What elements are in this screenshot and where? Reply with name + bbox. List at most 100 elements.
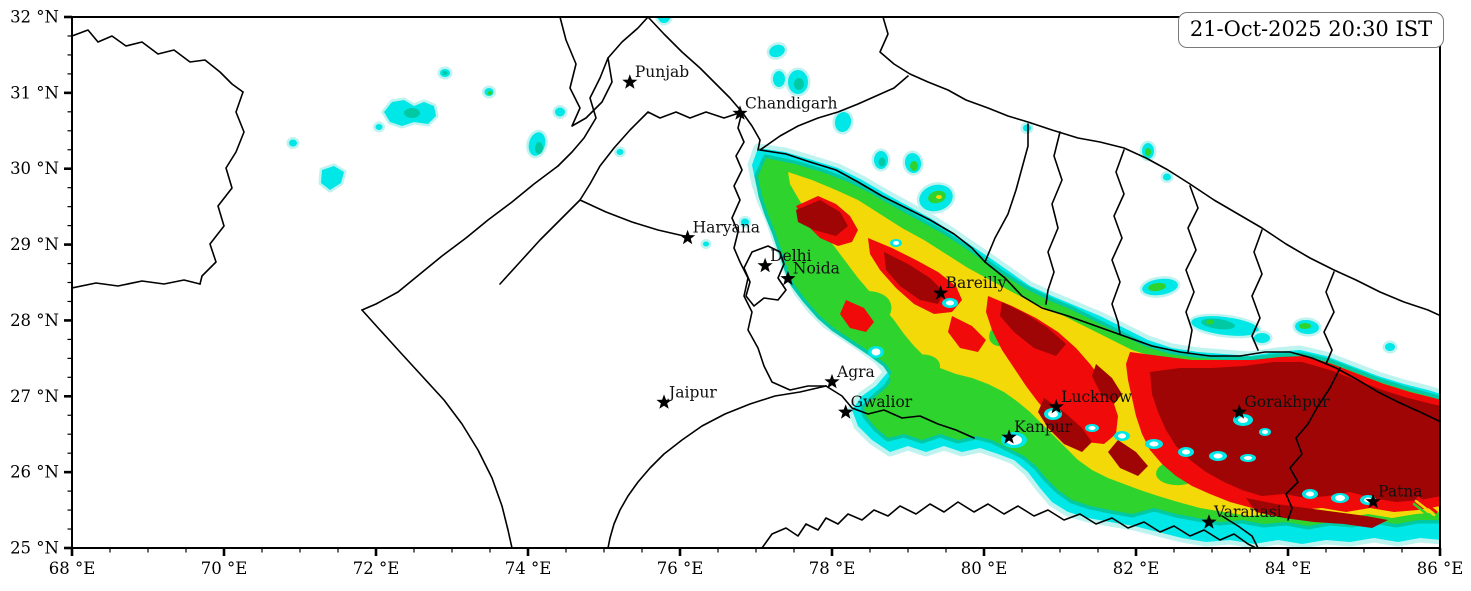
city-label: Gwalior <box>851 393 913 411</box>
x-tick-label: 70 °E <box>201 559 248 578</box>
star-icon <box>1201 514 1217 529</box>
city-label: Bareilly <box>946 274 1007 292</box>
city-label: Patna <box>1378 483 1422 501</box>
plume-holes <box>868 239 1376 505</box>
x-tick-label: 82 °E <box>1113 559 1160 578</box>
border-himalaya-west <box>647 17 761 151</box>
scattered-cells <box>286 17 1398 354</box>
city-marker-bareilly: Bareilly <box>933 274 1007 300</box>
city-marker-jaipur: Jaipur <box>656 383 717 409</box>
city-marker-lucknow: Lucknow <box>1048 388 1133 414</box>
city-label: Gorakhpur <box>1244 393 1330 411</box>
city-marker-haryana: Haryana <box>680 219 760 245</box>
border-pk-province-horizontal <box>72 279 201 289</box>
border-himachal-jk <box>559 17 649 127</box>
border-uk-north <box>759 75 909 151</box>
city-label: Noida <box>793 260 840 278</box>
city-label: Agra <box>836 363 875 381</box>
star-icon <box>757 257 773 273</box>
star-icon <box>780 270 796 286</box>
x-tick-label: 78 °E <box>809 559 856 578</box>
border-up-bihar <box>1285 367 1341 521</box>
plot-frame <box>71 16 1441 549</box>
y-tick-label: 29 °N <box>10 235 59 254</box>
city-label: Delhi <box>770 247 812 265</box>
city-label: Lucknow <box>1061 388 1133 406</box>
border-nepal-internal-2 <box>1111 149 1125 335</box>
star-icon <box>1048 398 1064 414</box>
city-marker-gorakhpur: Gorakhpur <box>1231 393 1330 419</box>
city-marker-delhi: Delhi <box>757 247 812 273</box>
star-icon <box>680 229 696 245</box>
star-icon <box>622 74 638 89</box>
star-icon <box>1001 429 1017 444</box>
city-label: Jaipur <box>667 383 717 401</box>
city-label: Punjab <box>635 63 689 81</box>
y-tick-label: 25 °N <box>10 539 59 558</box>
y-tick-label: 31 °N <box>10 83 59 102</box>
border-nepal-west <box>984 123 1029 263</box>
y-axis-ticks: 32 °N 31 °N 30 °N 29 °N 28 °N 27 °N 26 °N 25 °N <box>10 8 72 558</box>
border-bihar-south <box>1221 515 1259 548</box>
x-tick-label: 68 °E <box>49 559 96 578</box>
border-foothills-uk <box>759 149 986 263</box>
x-tick-label: 86 °E <box>1417 559 1464 578</box>
border-nepal-internal-3 <box>1185 185 1199 353</box>
x-tick-label: 72 °E <box>353 559 400 578</box>
timestamp-box: 21-Oct-2025 20:30 IST <box>1178 12 1444 48</box>
border-nepal-internal-4 <box>1251 229 1263 351</box>
x-axis-ticks: 68 °E 70 °E 72 °E 74 °E 76 °E 78 °E 80 °E 82 °E… <box>49 548 1464 578</box>
state-country-borders <box>72 17 1440 548</box>
city-marker-chandigarh: Chandigarh <box>732 94 838 120</box>
x-tick-label: 84 °E <box>1265 559 1312 578</box>
border-rajasthan-mp <box>607 385 827 548</box>
city-label: Varanasi <box>1213 503 1282 521</box>
star-icon <box>824 373 840 389</box>
border-india-nepal <box>984 261 1440 423</box>
city-marker-patna: Patna <box>1365 483 1423 509</box>
border-nepal-china <box>879 17 1440 317</box>
city-label: Kanpur <box>1014 418 1073 436</box>
x-tick-label: 80 °E <box>961 559 1008 578</box>
border-punjab-haryana <box>579 111 743 237</box>
border-indopak-upper <box>557 57 609 167</box>
y-tick-label: 28 °N <box>10 311 59 330</box>
y-tick-label: 30 °N <box>10 159 59 178</box>
y-tick-label: 26 °N <box>10 463 59 482</box>
border-pk-province-vertical <box>199 91 245 285</box>
city-marker-gwalior: Gwalior <box>838 393 913 419</box>
darkred-maxima <box>796 200 1440 528</box>
star-icon <box>838 404 854 419</box>
star-icon <box>933 285 949 300</box>
city-marker-kanpur: Kanpur <box>1001 418 1073 444</box>
timestamp-label: 21-Oct-2025 20:30 IST <box>1189 17 1433 41</box>
star-icon <box>732 105 748 120</box>
y-tick-label: 27 °N <box>10 387 59 406</box>
border-up-west <box>731 111 827 391</box>
x-tick-label: 76 °E <box>657 559 704 578</box>
city-marker-agra: Agra <box>824 363 875 389</box>
gradient-filament <box>1412 496 1438 520</box>
x-tick-label: 74 °E <box>505 559 552 578</box>
y-tick-label: 32 °N <box>10 8 59 27</box>
border-indopak-south <box>361 309 513 548</box>
border-loc-topleft <box>72 29 244 93</box>
city-label: Chandigarh <box>745 94 838 112</box>
border-rajasthan-north <box>499 199 581 285</box>
border-nepal-internal-5 <box>1323 271 1335 365</box>
border-delhi <box>743 245 787 307</box>
star-icon <box>656 394 672 409</box>
star-icon <box>1365 493 1381 509</box>
contour-field <box>286 17 1440 548</box>
city-marker-varanasi: Varanasi <box>1201 503 1282 529</box>
city-marker-noida: Noida <box>780 260 840 286</box>
city-label: Haryana <box>693 219 760 237</box>
city-marker-punjab: Punjab <box>622 63 689 89</box>
star-icon <box>1231 404 1247 419</box>
border-gwalior-east <box>825 385 975 439</box>
border-up-mp <box>761 501 1257 548</box>
border-indopak-diagonal <box>361 165 559 311</box>
